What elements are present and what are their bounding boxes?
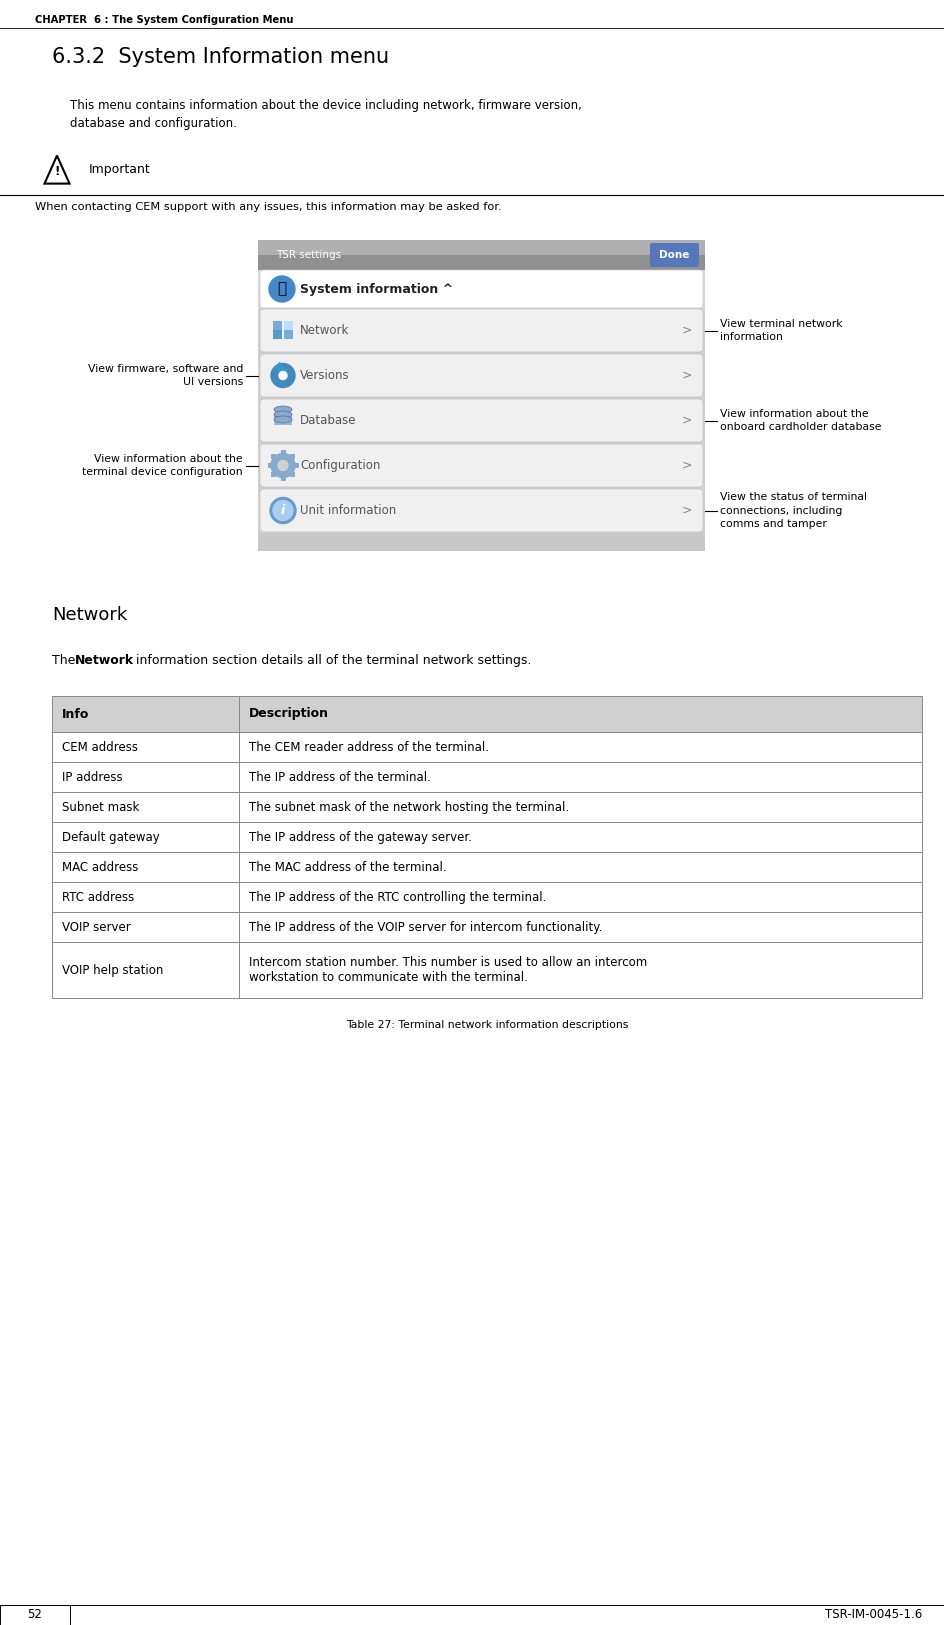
FancyBboxPatch shape xyxy=(260,354,703,396)
Bar xyxy=(258,309,705,353)
Text: Intercom station number. This number is used to allow an intercom
workstation to: Intercom station number. This number is … xyxy=(249,956,648,985)
Text: View the status of terminal
connections, including
comms and tamper: View the status of terminal connections,… xyxy=(720,492,867,528)
Text: View information about the
terminal device configuration: View information about the terminal devi… xyxy=(82,453,243,478)
Text: The IP address of the gateway server.: The IP address of the gateway server. xyxy=(249,830,472,843)
Text: VOIP help station: VOIP help station xyxy=(62,964,163,977)
Text: >: > xyxy=(682,323,692,336)
Text: The CEM reader address of the terminal.: The CEM reader address of the terminal. xyxy=(249,741,489,754)
Text: System information ^: System information ^ xyxy=(300,283,453,296)
Circle shape xyxy=(273,500,293,520)
Bar xyxy=(258,398,705,444)
Text: Configuration: Configuration xyxy=(300,458,380,471)
Bar xyxy=(271,473,277,478)
Text: The MAC address of the terminal.: The MAC address of the terminal. xyxy=(249,861,447,874)
Text: >: > xyxy=(682,458,692,471)
Text: MAC address: MAC address xyxy=(62,861,139,874)
Text: i: i xyxy=(281,504,285,517)
Text: The IP address of the VOIP server for intercom functionality.: The IP address of the VOIP server for in… xyxy=(249,920,602,933)
Text: Default gateway: Default gateway xyxy=(62,830,160,843)
Circle shape xyxy=(269,276,295,302)
Ellipse shape xyxy=(274,406,292,413)
Bar xyxy=(258,240,705,255)
Text: The IP address of the terminal.: The IP address of the terminal. xyxy=(249,770,430,783)
Ellipse shape xyxy=(274,411,292,418)
Circle shape xyxy=(278,460,288,471)
Text: Network: Network xyxy=(300,323,349,336)
FancyBboxPatch shape xyxy=(260,400,703,442)
Text: The subnet mask of the network hosting the terminal.: The subnet mask of the network hosting t… xyxy=(249,801,569,814)
Bar xyxy=(280,476,285,481)
Text: 6.3.2  System Information menu: 6.3.2 System Information menu xyxy=(52,47,389,67)
Bar xyxy=(274,414,292,424)
Bar xyxy=(294,463,298,468)
FancyBboxPatch shape xyxy=(260,309,703,353)
Text: Unit information: Unit information xyxy=(300,504,396,517)
Text: View information about the
onboard cardholder database: View information about the onboard cardh… xyxy=(720,410,882,432)
Text: VOIP server: VOIP server xyxy=(62,920,131,933)
Circle shape xyxy=(270,497,296,523)
Bar xyxy=(258,488,705,533)
Text: TSR-IM-0045-1.6: TSR-IM-0045-1.6 xyxy=(825,1609,922,1622)
Circle shape xyxy=(271,364,295,387)
FancyBboxPatch shape xyxy=(260,270,703,309)
Bar xyxy=(284,330,293,338)
FancyBboxPatch shape xyxy=(260,489,703,531)
Text: Important: Important xyxy=(89,162,151,176)
Text: !: ! xyxy=(55,166,59,179)
Text: Network: Network xyxy=(52,606,127,624)
Bar xyxy=(52,696,922,731)
Text: CHAPTER  6 : The System Configuration Menu: CHAPTER 6 : The System Configuration Men… xyxy=(35,15,294,24)
Text: CEM address: CEM address xyxy=(62,741,138,754)
Text: View firmware, software and
UI versions: View firmware, software and UI versions xyxy=(88,364,243,387)
Bar xyxy=(280,450,285,455)
Text: View terminal network
information: View terminal network information xyxy=(720,318,843,343)
Text: 🌐: 🌐 xyxy=(278,281,287,296)
Bar xyxy=(273,330,282,338)
Bar xyxy=(258,240,705,270)
Bar xyxy=(0,1606,70,1625)
FancyBboxPatch shape xyxy=(650,244,699,266)
Circle shape xyxy=(279,372,287,380)
Bar xyxy=(273,320,282,330)
Text: 52: 52 xyxy=(27,1609,42,1622)
Bar xyxy=(290,453,295,458)
Text: Subnet mask: Subnet mask xyxy=(62,801,140,814)
Text: >: > xyxy=(682,414,692,427)
Text: information section details all of the terminal network settings.: information section details all of the t… xyxy=(132,653,531,666)
FancyBboxPatch shape xyxy=(260,444,703,488)
Bar xyxy=(52,696,922,998)
Text: Info: Info xyxy=(62,707,90,720)
Text: This menu contains information about the device including network, firmware vers: This menu contains information about the… xyxy=(70,99,582,130)
Text: Network: Network xyxy=(75,653,134,666)
Text: RTC address: RTC address xyxy=(62,891,134,904)
Text: Done: Done xyxy=(659,250,690,260)
Circle shape xyxy=(271,453,295,478)
Bar xyxy=(258,444,705,488)
Bar xyxy=(258,353,705,398)
Text: The: The xyxy=(52,653,79,666)
Text: TSR settings: TSR settings xyxy=(276,250,341,260)
Text: >: > xyxy=(682,369,692,382)
Text: When contacting CEM support with any issues, this information may be asked for.: When contacting CEM support with any iss… xyxy=(35,202,502,211)
Text: >: > xyxy=(682,504,692,517)
Bar xyxy=(284,320,293,330)
Text: Database: Database xyxy=(300,414,357,427)
Text: IP address: IP address xyxy=(62,770,123,783)
Ellipse shape xyxy=(274,416,292,422)
Bar xyxy=(290,473,295,478)
Text: Description: Description xyxy=(249,707,329,720)
Text: The IP address of the RTC controlling the terminal.: The IP address of the RTC controlling th… xyxy=(249,891,547,904)
Bar xyxy=(258,533,705,551)
Bar xyxy=(258,270,705,309)
Bar xyxy=(274,362,288,375)
Text: Versions: Versions xyxy=(300,369,349,382)
Bar xyxy=(267,463,273,468)
Text: Table 27: Terminal network information descriptions: Table 27: Terminal network information d… xyxy=(346,1020,628,1030)
Bar xyxy=(271,453,277,458)
